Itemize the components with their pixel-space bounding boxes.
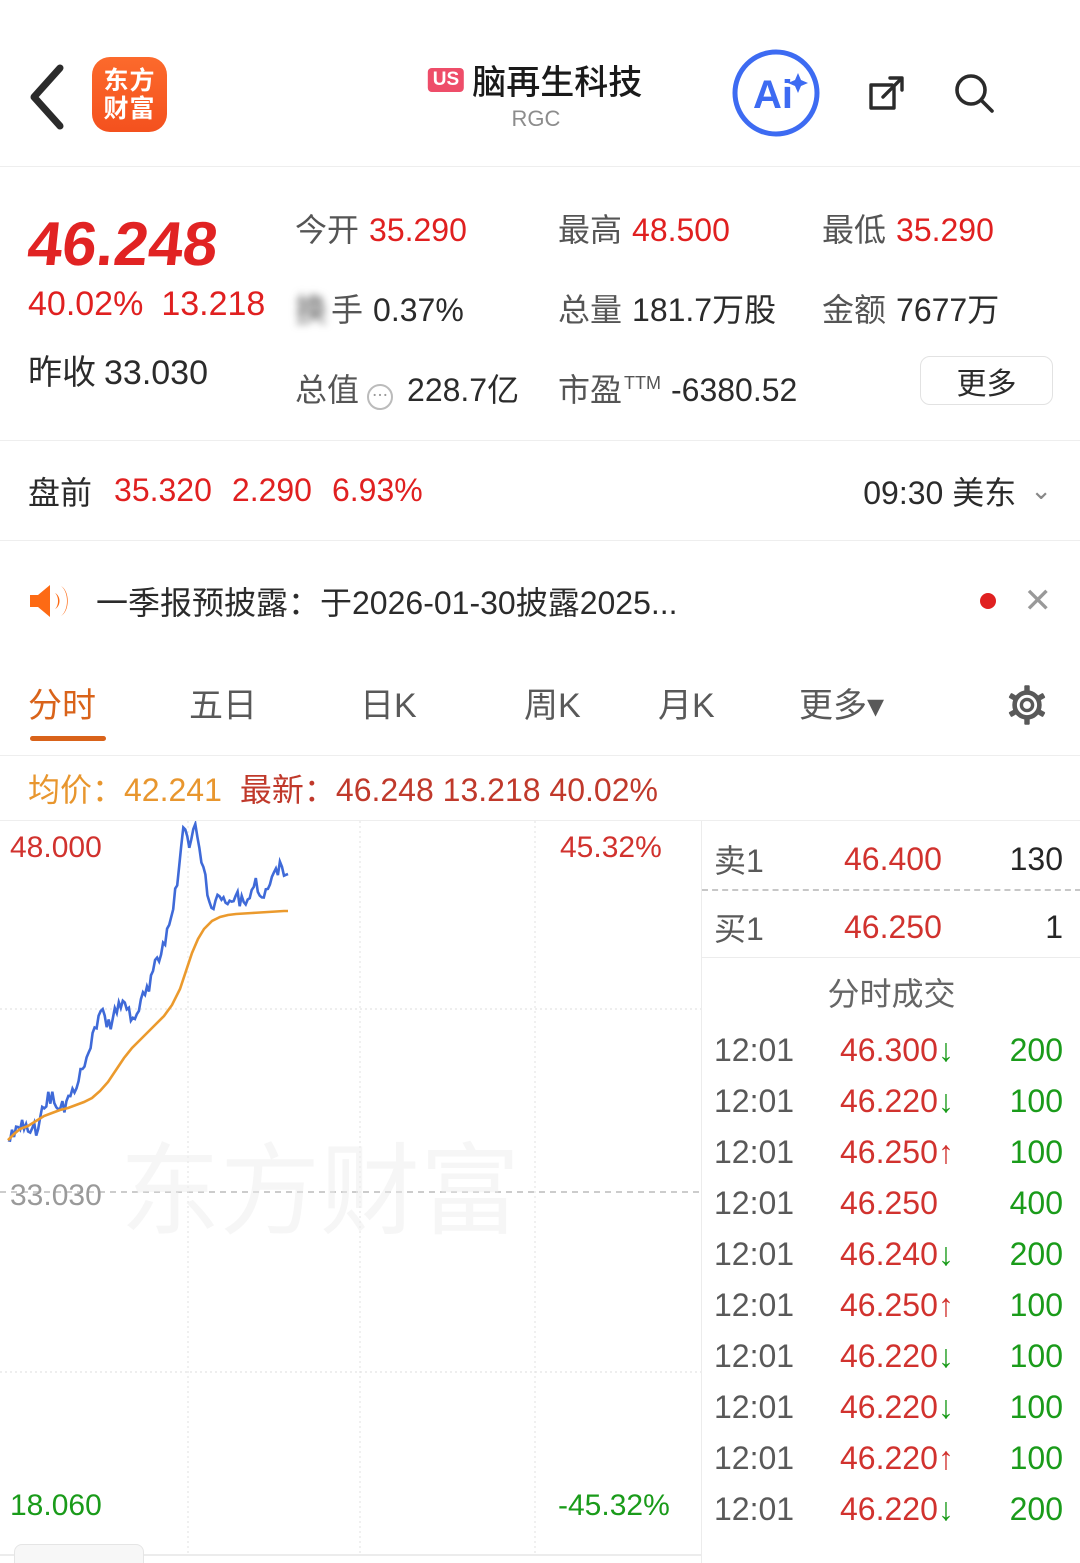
svg-text:Ai: Ai: [753, 73, 793, 117]
svg-text:东方财富: 东方财富: [120, 1136, 520, 1248]
